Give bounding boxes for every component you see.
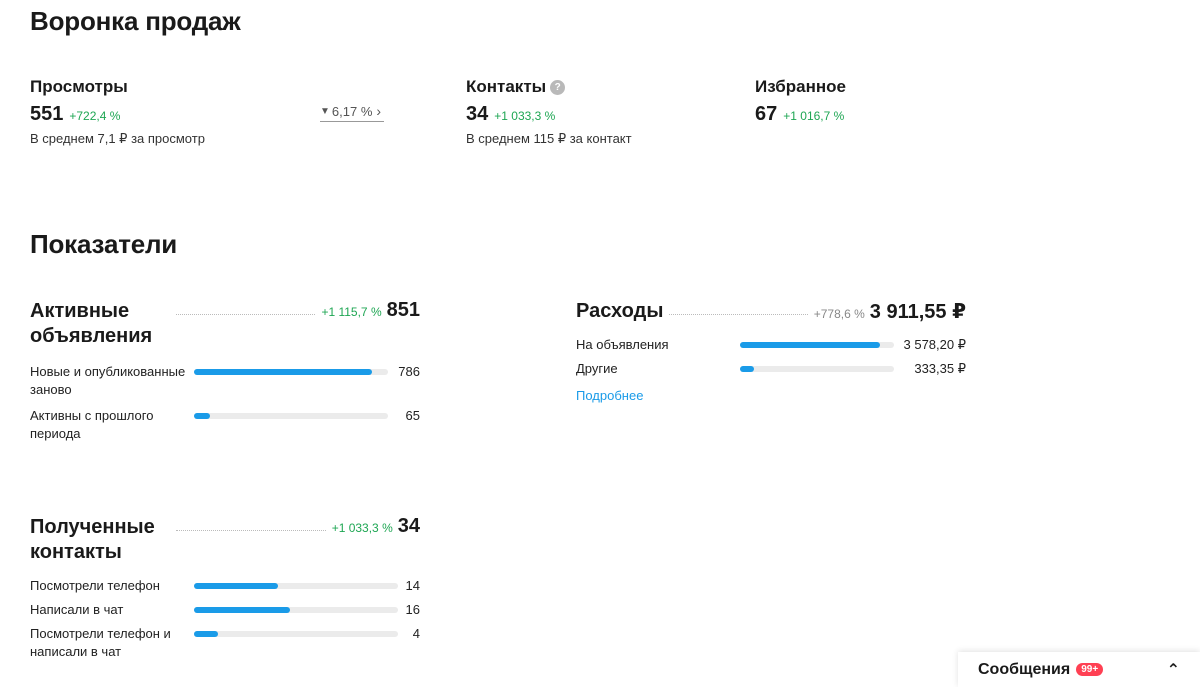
views-block: Просмотры 551 +722,4 % В среднем 7,1 ₽ з… bbox=[30, 77, 205, 147]
filter-icon: ▼ bbox=[320, 105, 330, 117]
chevron-up-icon[interactable]: ⌃ bbox=[1166, 661, 1180, 679]
favorites-label: Избранное bbox=[755, 77, 846, 96]
views-value: 551 bbox=[30, 103, 64, 125]
metrics-title: Показатели bbox=[30, 229, 178, 259]
progress-fill bbox=[194, 369, 373, 375]
row-value: 786 bbox=[398, 364, 420, 379]
row-label: На объявления bbox=[576, 337, 669, 352]
favorites-value: 67 bbox=[755, 103, 778, 125]
list-item: Посмотрели телефон 14 bbox=[30, 577, 420, 595]
received-contacts-total: 34 bbox=[397, 515, 420, 537]
favorites-block: Избранное 67 +1 016,7 % bbox=[755, 77, 846, 126]
row-label: Другие bbox=[576, 361, 618, 376]
unread-badge: 99+ bbox=[1076, 663, 1104, 676]
views-label: Просмотры bbox=[30, 77, 128, 96]
list-item: Написали в чат 16 bbox=[30, 601, 420, 619]
list-item: Активны с прошлого периода 65 bbox=[30, 407, 420, 443]
row-value: 333,35 ₽ bbox=[914, 361, 966, 376]
progress-fill bbox=[194, 583, 278, 589]
progress-fill bbox=[740, 366, 754, 372]
progress-fill bbox=[740, 342, 881, 348]
conversion-value: 6,17 % bbox=[331, 103, 373, 119]
progress-bar bbox=[194, 631, 398, 637]
list-item: Другие 333,35 ₽ bbox=[576, 360, 966, 378]
details-link[interactable]: Подробнее bbox=[576, 388, 644, 403]
active-ads-delta: +1 115,7 % bbox=[321, 305, 382, 319]
contacts-block: Контакты ? 34 +1 033,3 % В среднем 115 ₽… bbox=[466, 77, 632, 147]
received-contacts-delta: +1 033,3 % bbox=[331, 521, 393, 535]
received-contacts-title: Полученные контакты bbox=[30, 516, 155, 563]
progress-fill bbox=[194, 413, 210, 419]
expenses-title: Расходы bbox=[576, 300, 664, 322]
dotted-leader bbox=[669, 299, 808, 315]
dotted-leader bbox=[176, 299, 316, 315]
expenses-metric: Расходы +778,6 % 3 911,55 ₽ На объявлени… bbox=[576, 299, 966, 403]
active-ads-total: 851 bbox=[386, 299, 420, 321]
row-label: Посмотрели телефон bbox=[30, 578, 160, 593]
active-ads-metric: Активные объявления +1 115,7 % 851 Новые… bbox=[30, 299, 420, 443]
row-value: 16 bbox=[405, 602, 420, 617]
expenses-total: 3 911,55 ₽ bbox=[869, 301, 966, 323]
chevron-right-icon: › bbox=[376, 103, 382, 119]
row-value: 65 bbox=[405, 408, 420, 423]
progress-bar bbox=[740, 342, 894, 348]
views-subtitle: В среднем 7,1 ₽ за просмотр bbox=[30, 131, 205, 146]
messages-label: Сообщения bbox=[978, 660, 1071, 678]
progress-bar bbox=[194, 369, 388, 375]
row-label: Активны с прошлого периода bbox=[30, 408, 154, 441]
progress-bar bbox=[740, 366, 894, 372]
favorites-delta: +1 016,7 % bbox=[783, 109, 845, 123]
expenses-delta: +778,6 % bbox=[813, 307, 865, 321]
list-item: Посмотрели телефон и написали в чат 4 bbox=[30, 625, 420, 661]
row-label: Написали в чат bbox=[30, 602, 124, 617]
views-delta: +722,4 % bbox=[69, 109, 121, 123]
conversion-link[interactable]: ▼ 6,17 % › bbox=[320, 103, 384, 122]
list-item: Новые и опубликованные заново 786 bbox=[30, 363, 420, 399]
funnel-title: Воронка продаж bbox=[30, 6, 241, 36]
contacts-delta: +1 033,3 % bbox=[494, 109, 556, 123]
list-item: На объявления 3 578,20 ₽ bbox=[576, 336, 966, 354]
row-value: 14 bbox=[405, 578, 420, 593]
progress-bar bbox=[194, 413, 388, 419]
help-icon[interactable]: ? bbox=[550, 79, 566, 95]
messages-widget[interactable]: Сообщения 99+ ⌃ bbox=[958, 652, 1200, 687]
dotted-leader bbox=[176, 515, 326, 531]
progress-fill bbox=[194, 631, 219, 637]
progress-bar bbox=[194, 583, 398, 589]
progress-fill bbox=[194, 607, 290, 613]
row-value: 3 578,20 ₽ bbox=[903, 337, 967, 352]
contacts-subtitle: В среднем 115 ₽ за контакт bbox=[466, 131, 632, 146]
contacts-value: 34 bbox=[466, 103, 489, 125]
contacts-label: Контакты bbox=[466, 77, 547, 96]
active-ads-title: Активные объявления bbox=[30, 300, 153, 347]
row-value: 4 bbox=[412, 626, 420, 641]
progress-bar bbox=[194, 607, 398, 613]
row-label: Новые и опубликованные заново bbox=[30, 364, 186, 397]
received-contacts-metric: Полученные контакты +1 033,3 % 34 Посмот… bbox=[30, 515, 420, 661]
row-label: Посмотрели телефон и написали в чат bbox=[30, 626, 171, 659]
